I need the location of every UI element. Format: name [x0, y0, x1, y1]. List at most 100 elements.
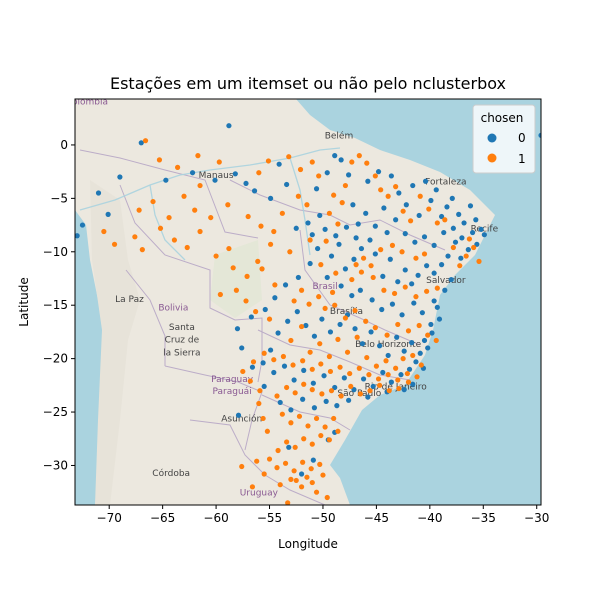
- border-line: [164, 365, 263, 451]
- scatter-point-series-1: [332, 302, 338, 308]
- scatter-point-series-1: [265, 158, 272, 164]
- scatter-point-series-0: [295, 274, 301, 281]
- scatter-point-series-1: [288, 476, 294, 482]
- scatter-point-series-1: [413, 294, 419, 300]
- scatter-point-series-1: [393, 365, 399, 371]
- scatter-point-series-1: [385, 372, 391, 378]
- scatter-point-series-1: [197, 182, 203, 189]
- legend-label-1: 1: [518, 152, 526, 166]
- scatter-point-series-1: [291, 468, 297, 474]
- scatter-point-series-1: [326, 210, 332, 216]
- scatter-point-series-1: [326, 353, 332, 360]
- scatter-point-series-0: [288, 407, 294, 413]
- scatter-point-series-0: [473, 217, 479, 223]
- scatter-point-series-0: [465, 247, 471, 253]
- scatter-point-series-1: [399, 249, 405, 255]
- scatter-point-series-1: [323, 238, 329, 244]
- scatter-point-series-0: [434, 304, 440, 310]
- scatter-point-series-1: [256, 170, 262, 176]
- scatter-point-series-1: [256, 400, 262, 407]
- scatter-point-series-1: [339, 200, 345, 206]
- map-label: Rio de Janeiro: [365, 383, 428, 393]
- scatter-point-series-0: [276, 161, 282, 167]
- scatter-point-series-0: [419, 310, 425, 316]
- plot-frame: [74, 98, 542, 506]
- map-label: Uruguay: [240, 488, 279, 498]
- scatter-point-series-1: [433, 337, 439, 344]
- scatter-point-series-1: [368, 263, 374, 269]
- scatter-point-series-0: [309, 232, 315, 238]
- scatter-point-series-1: [261, 471, 267, 477]
- scatter-point-series-0: [321, 373, 327, 379]
- scatter-point-series-0: [375, 169, 382, 175]
- scatter-point-series-1: [367, 388, 373, 394]
- scatter-point-series-1: [166, 214, 172, 221]
- map-label: Asunción: [221, 414, 262, 425]
- map-label: Belém: [325, 131, 354, 142]
- scatter-point-series-0: [538, 132, 541, 138]
- scatter-point-series-0: [385, 352, 391, 359]
- y-axis-label: Latitude: [17, 277, 31, 326]
- scatter-point-series-1: [293, 477, 299, 484]
- y-tick-label: −20: [43, 352, 68, 366]
- scatter-point-series-1: [318, 361, 324, 367]
- scatter-point-series-0: [398, 372, 404, 378]
- scatter-point-series-1: [264, 428, 270, 434]
- scatter-point-series-1: [308, 466, 314, 472]
- scatter-point-series-1: [316, 173, 322, 179]
- ocean-area: [296, 99, 541, 505]
- scatter-point-series-0: [251, 188, 258, 194]
- scatter-point-series-1: [331, 415, 337, 422]
- map-background: Manaus Belém Fortaleza Recife Salvador Brasil…: [75, 99, 541, 505]
- scatter-point-series-1: [395, 377, 401, 383]
- scatter-point-series-0: [324, 170, 330, 176]
- scatter-point-series-0: [416, 212, 422, 219]
- scatter-point-series-0: [319, 316, 325, 322]
- scatter-point-series-1: [385, 193, 391, 199]
- scatter-point-series-1: [349, 276, 355, 283]
- scatter-point-series-0: [395, 279, 401, 285]
- scatter-point-series-0: [357, 287, 363, 293]
- scatter-point-series-0: [433, 187, 439, 193]
- scatter-point-series-1: [296, 413, 303, 419]
- scatter-point-series-0: [271, 369, 277, 376]
- scatter-point-series-0: [117, 174, 123, 180]
- map-label: Belo Horizonte: [355, 340, 422, 350]
- scatter-point-series-0: [439, 213, 445, 220]
- scatter-point-series-1: [307, 349, 313, 355]
- scatter-point-series-1: [417, 193, 423, 199]
- scatter-point-series-1: [426, 206, 432, 212]
- scatter-point-series-0: [337, 321, 343, 328]
- scatter-point-series-0: [478, 226, 484, 232]
- scatter-point-series-1: [317, 341, 323, 347]
- scatter-point-series-0: [368, 329, 374, 335]
- map-label: Córdoba: [152, 468, 190, 479]
- scatter-point-series-0: [406, 366, 413, 372]
- scatter-point-series-1: [322, 424, 328, 430]
- scatter-point-series-0: [300, 396, 306, 402]
- scatter-point-series-1: [408, 218, 414, 224]
- scatter-point-series-0: [372, 223, 378, 229]
- map-label: la Sierra: [163, 348, 200, 358]
- scatter-point-series-1: [389, 242, 396, 248]
- scatter-point-series-1: [317, 461, 323, 467]
- scatter-point-series-1: [288, 420, 294, 426]
- scatter-point-series-0: [163, 177, 169, 183]
- scatter-point-series-1: [175, 164, 181, 170]
- scatter-point-series-0: [243, 180, 249, 187]
- scatter-point-series-1: [217, 291, 223, 298]
- scatter-point-series-1: [313, 489, 320, 495]
- scatter-point-series-1: [258, 223, 264, 229]
- river-line: [289, 157, 311, 256]
- scatter-point-series-1: [244, 273, 250, 279]
- scatter-point-series-1: [410, 352, 416, 359]
- scatter-point-series-1: [213, 253, 219, 259]
- scatter-point-series-1: [226, 245, 232, 252]
- scatter-point-series-0: [425, 345, 431, 351]
- scatter-point-series-1: [395, 321, 401, 328]
- scatter-point-series-1: [425, 332, 431, 338]
- scatter-point-series-1: [348, 383, 354, 390]
- y-tick-label: 0: [60, 138, 68, 152]
- scatter-point-series-1: [280, 353, 287, 360]
